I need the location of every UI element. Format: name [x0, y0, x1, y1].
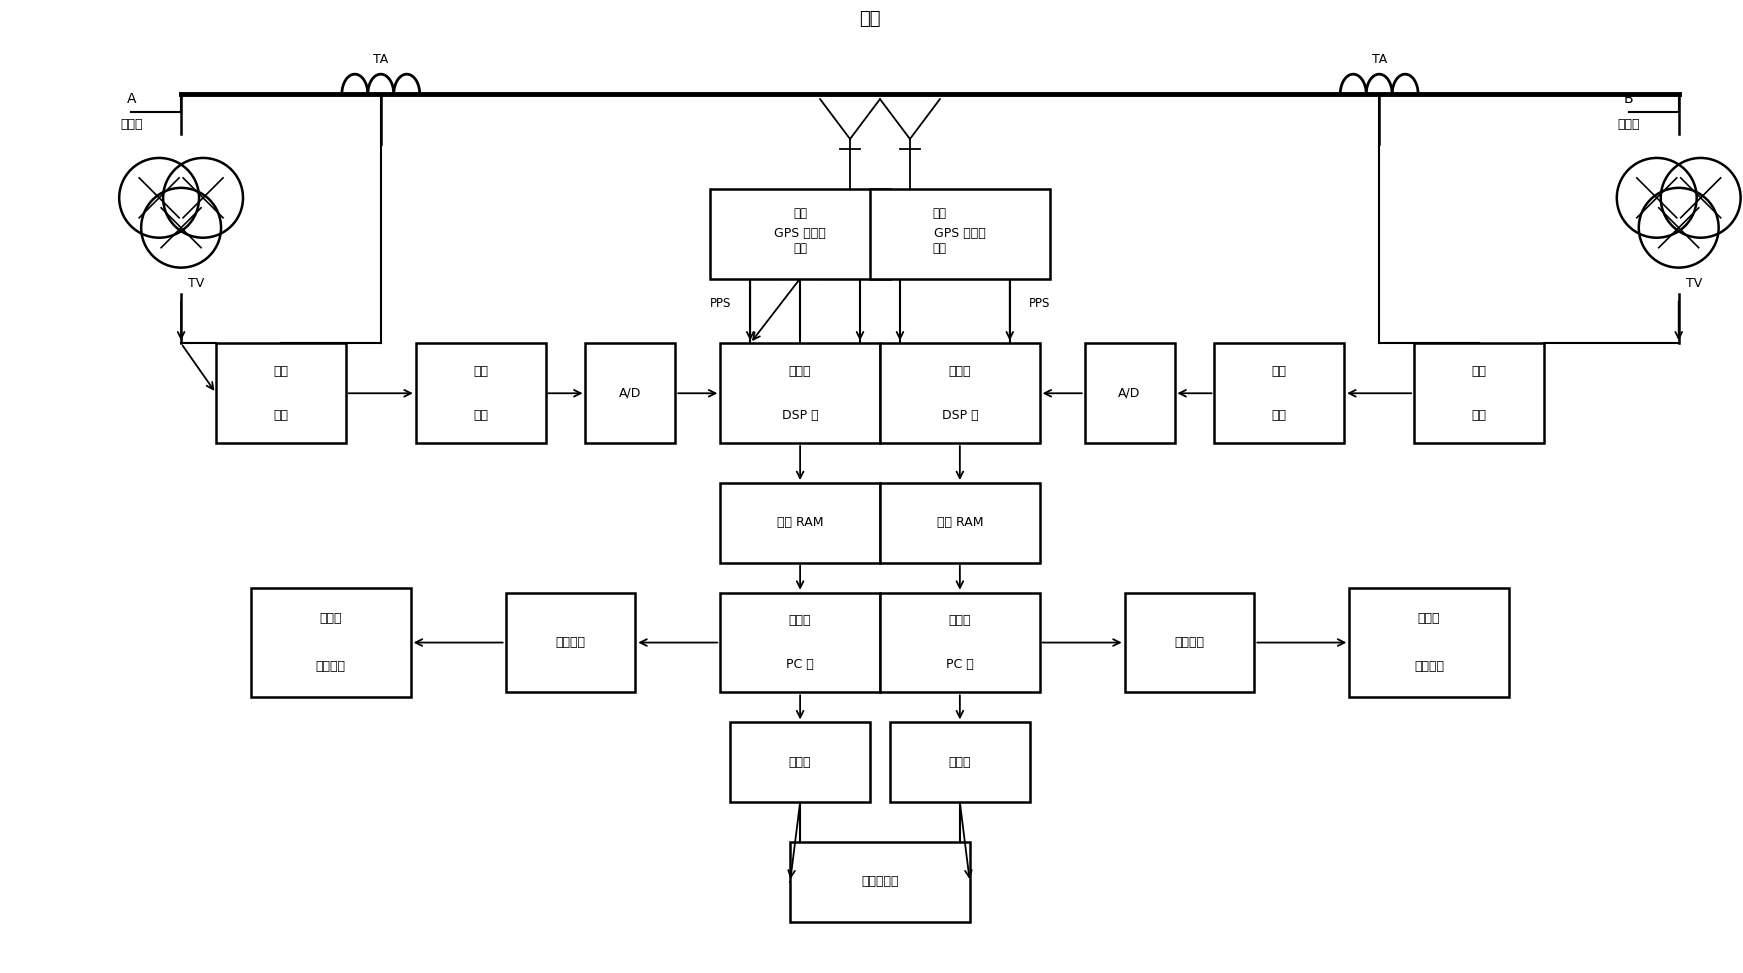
Text: 变换: 变换	[274, 409, 288, 421]
Text: 模拟: 模拟	[1272, 365, 1286, 378]
Text: PC 卡: PC 卡	[786, 658, 814, 671]
Text: 中心计算机: 中心计算机	[861, 876, 899, 888]
Text: A/D: A/D	[619, 386, 641, 400]
Text: DSP 卡: DSP 卡	[941, 409, 978, 421]
Bar	[417, 343, 546, 443]
Text: 开出量卡: 开出量卡	[1175, 636, 1204, 649]
Bar	[720, 593, 880, 693]
Bar	[505, 593, 636, 693]
Text: 断路器: 断路器	[319, 612, 342, 625]
Bar	[216, 343, 345, 443]
Text: 双口 RAM: 双口 RAM	[777, 517, 823, 529]
Text: 以太网: 以太网	[790, 756, 810, 769]
Bar	[251, 588, 411, 698]
Text: 跳闸信号: 跳闸信号	[1414, 661, 1445, 673]
Text: B: B	[1624, 92, 1633, 106]
Bar	[1124, 593, 1255, 693]
Text: 变换: 变换	[1471, 409, 1487, 421]
Text: 线路: 线路	[859, 11, 880, 28]
Text: 模拟: 模拟	[472, 365, 488, 378]
Text: 嵌入式: 嵌入式	[948, 365, 971, 378]
Bar	[720, 483, 880, 562]
Text: 断路器: 断路器	[1417, 612, 1440, 625]
Text: 滤波: 滤波	[472, 409, 488, 421]
Text: A: A	[127, 92, 136, 106]
Bar	[1084, 343, 1175, 443]
Bar	[709, 189, 891, 278]
Text: A/D: A/D	[1119, 386, 1140, 400]
Bar	[720, 343, 880, 443]
Text: PC 卡: PC 卡	[946, 658, 974, 671]
Text: PPS: PPS	[1028, 297, 1051, 310]
Text: 以太网: 以太网	[948, 756, 971, 769]
Text: 嵌入式: 嵌入式	[790, 614, 810, 628]
Text: DSP 卡: DSP 卡	[783, 409, 819, 421]
Bar	[880, 343, 1041, 443]
Text: 导航: 导航	[933, 207, 946, 220]
Text: GPS 接收机: GPS 接收机	[934, 228, 987, 240]
Bar	[880, 593, 1041, 693]
Text: 嵌入式: 嵌入式	[948, 614, 971, 628]
Text: 信息: 信息	[933, 242, 946, 255]
Text: TA: TA	[1372, 53, 1387, 66]
Text: 滤波: 滤波	[1272, 409, 1286, 421]
Text: 嵌入式: 嵌入式	[790, 365, 810, 378]
Text: TV: TV	[1685, 277, 1701, 290]
Text: TA: TA	[373, 53, 389, 66]
Text: TV: TV	[188, 277, 204, 290]
Text: 跳闸信号: 跳闸信号	[315, 661, 345, 673]
Text: GPS 接收机: GPS 接收机	[774, 228, 826, 240]
Bar	[790, 842, 969, 921]
Bar	[891, 722, 1030, 802]
Bar	[870, 189, 1049, 278]
Text: 隔离: 隔离	[274, 365, 288, 378]
Bar	[1215, 343, 1344, 443]
Text: 开出量卡: 开出量卡	[556, 636, 586, 649]
Text: 变电站: 变电站	[1618, 118, 1640, 130]
Text: PPS: PPS	[709, 297, 730, 310]
Text: 隔离: 隔离	[1471, 365, 1487, 378]
Text: 信息: 信息	[793, 242, 807, 255]
Bar	[730, 722, 870, 802]
Bar	[1349, 588, 1509, 698]
Text: 导航: 导航	[793, 207, 807, 220]
Bar	[1414, 343, 1544, 443]
Bar	[880, 483, 1041, 562]
Text: 变电站: 变电站	[120, 118, 143, 130]
Bar	[586, 343, 675, 443]
Text: 双口 RAM: 双口 RAM	[936, 517, 983, 529]
